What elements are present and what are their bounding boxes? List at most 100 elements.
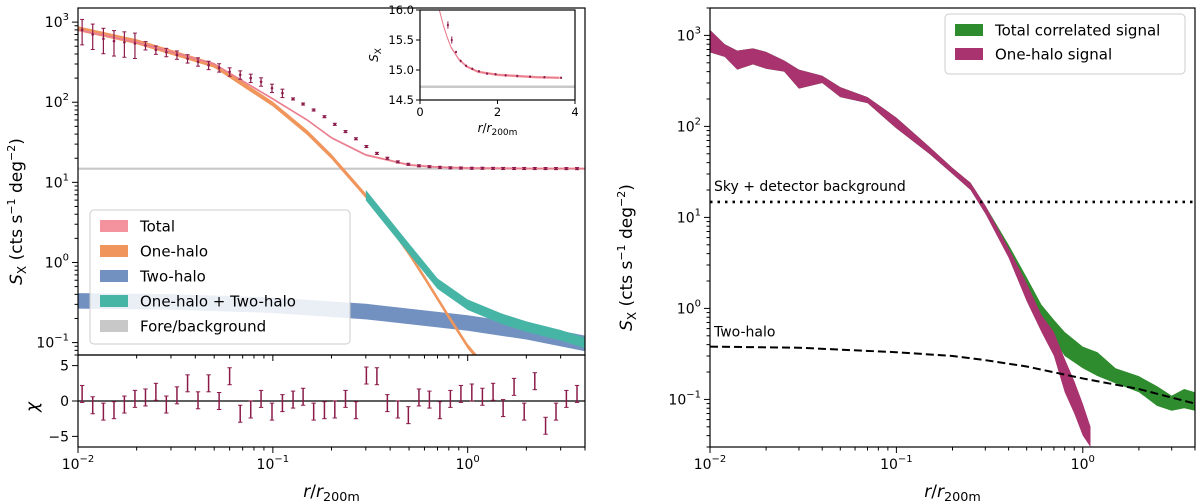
annotation-two-halo: Two-halo [713,325,775,341]
data-point [175,53,179,57]
right-y-axis-label-s: S [617,320,637,331]
x-axis-label-left-r: r [303,482,311,502]
series-two-halo-line [710,345,1195,405]
data-point [491,167,495,170]
y-axis-label: SX (cts s−1 deg−2) [5,138,29,285]
x-axis-label-right-sub: 200m [944,490,981,504]
legend-swatch [100,320,128,332]
x-axis-label-left-slash: / [310,482,316,502]
y-tick-label: 102 [45,92,69,111]
y-tick-label-base: 10 [45,15,63,31]
inset-yl-sub: X [374,48,384,54]
data-point [417,164,421,168]
legend-box [89,209,351,345]
right-y-axis-label-e2: −2 [615,191,628,207]
x-tick-label: 10−1 [880,454,913,473]
data-point [270,86,274,90]
y-tick-label-base: 10 [668,392,686,408]
y-axis-label-s: S [7,274,27,285]
inset-x-tick-label: 2 [494,105,501,119]
y-axis-label-e2: −2 [5,145,18,161]
x-tick-label-exp: −1 [898,454,913,465]
x-axis-label-left: r/r200m [303,482,360,504]
y-tick-label-exp: 2 [695,116,701,127]
y-tick-label: 100 [45,252,69,271]
data-point [165,50,168,54]
x-axis-label-right-r2: r [937,482,945,502]
x-tick-label: 100 [456,454,480,473]
data-point [407,162,410,166]
inset-data-point [459,59,462,63]
data-point [186,57,189,60]
data-point [354,137,358,141]
right-legend-label: Total correlated signal [994,22,1160,40]
data-point [301,102,305,106]
y-tick-label-base: 10 [677,301,695,317]
inset-x-axis-label: r/r200m [478,121,518,138]
x-tick-label-exp: 0 [1089,454,1095,465]
data-point [565,167,568,170]
x-tick-label-exp: −1 [274,454,289,465]
legend-swatch [100,270,128,282]
inset-data-point [504,74,507,77]
x-tick-label-exp: −2 [80,454,95,465]
y-tick-label-base: 10 [677,28,695,44]
inset-data-point [465,64,468,67]
y-tick-label-exp: 0 [63,252,69,263]
data-point [575,167,579,170]
data-point [154,48,158,52]
x-axis-label-right: r/r200m [924,482,981,504]
data-point [512,167,516,170]
y-tick-label-exp: 3 [63,12,69,23]
inset-data-point [528,75,532,78]
data-point [207,63,210,67]
y-tick-label-base: 10 [45,255,63,271]
y-tick-label: 103 [677,25,701,44]
data-point [481,166,484,170]
right-plot-area [710,29,1195,447]
y-tick-label-exp: 1 [63,172,69,183]
data-point [386,156,389,160]
x-tick-label-base: 10 [880,457,898,473]
data-point [102,37,105,41]
y-tick-label-base: 10 [677,210,695,226]
legend-swatch [100,295,128,307]
data-point [133,42,137,45]
data-point [217,66,221,69]
inset-data-point [559,76,563,79]
right-y-axis-label-u3: ) [617,184,637,191]
x-axis-label-right-slash: / [931,482,937,502]
data-point [323,115,326,118]
y-tick-label-exp: −1 [686,389,701,400]
data-point [533,167,537,170]
x-tick-label-base: 10 [257,457,275,473]
right-legend-swatch [955,48,983,60]
y-tick-label-exp: 2 [63,92,69,103]
y-tick-label: 102 [677,116,701,135]
data-point [554,167,558,170]
inset-data-point [485,72,489,75]
inset-xl-slash: / [483,121,488,135]
data-point [344,130,347,133]
residual-y-tick-label: −5 [48,429,69,445]
data-point [144,44,147,47]
y-axis-label-u2: deg [7,161,27,198]
y-axis-label-u3: ) [7,138,27,145]
x-axis-label-left-sub: 200m [323,490,360,504]
inset-data-point [516,74,519,78]
data-point [312,108,315,112]
inset-series-total-line [438,10,560,79]
inset-y-axis-label: SX [367,48,384,62]
inset-data-point [446,23,449,27]
residual-y-tick-label: 5 [60,359,69,375]
y-axis-label-sub: X [15,266,29,274]
inset-xl-sub: 200m [491,128,517,138]
residual-y-axis-label: χ [23,401,43,413]
y-tick-label-exp: 3 [695,25,701,36]
right-y-axis-label-u2: deg [617,207,637,244]
series-one-halo-signal [710,29,1091,447]
inset-xl-r2: r [487,121,493,135]
data-point [470,166,474,170]
